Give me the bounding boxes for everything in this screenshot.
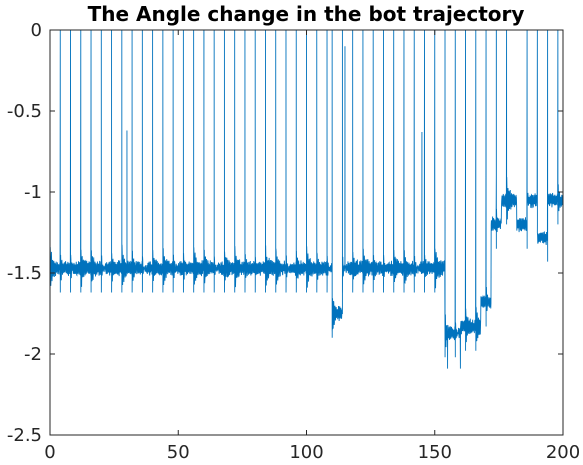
y-tick-label: -1.5 — [7, 263, 42, 284]
data-layer — [49, 29, 564, 369]
y-tick-label: 0 — [31, 20, 42, 41]
y-tick-label: -2 — [24, 344, 42, 365]
y-tick-label: -2.5 — [7, 425, 42, 446]
y-tick-label: -0.5 — [7, 101, 42, 122]
x-tick-label: 100 — [289, 442, 323, 463]
series-line — [49, 29, 564, 369]
x-tick-label: 50 — [167, 442, 190, 463]
x-tick-label: 0 — [44, 442, 55, 463]
y-tick-label: -1 — [24, 182, 42, 203]
x-tick-label: 200 — [546, 442, 580, 463]
x-tick-label: 150 — [418, 442, 452, 463]
chart-title: The Angle change in the bot trajectory — [88, 2, 525, 26]
tick-layer: 0 50 100 150 200 0 -0.5 -1 -1.5 -2 -2.5 — [7, 20, 580, 463]
